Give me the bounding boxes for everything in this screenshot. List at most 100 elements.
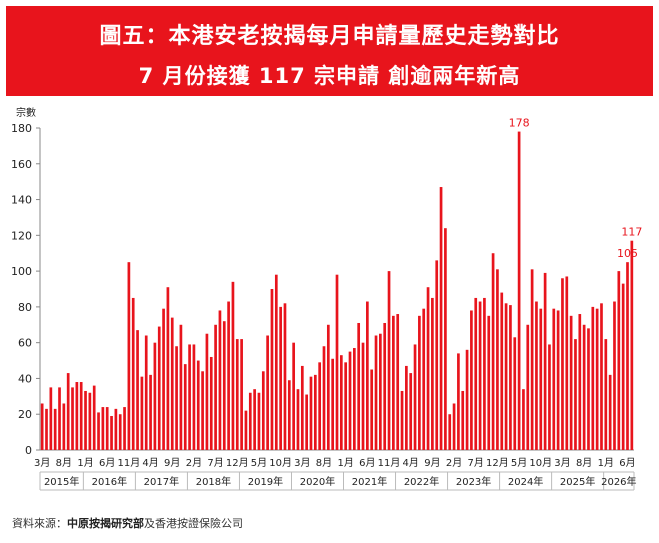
- bar: [565, 276, 569, 450]
- x-tick-label: 3月: [554, 457, 570, 469]
- bar: [188, 344, 191, 450]
- bar: [279, 306, 282, 450]
- bar: [209, 356, 213, 450]
- bar: [62, 403, 66, 450]
- source-org: 中原按揭研究部: [67, 517, 144, 530]
- bar: [326, 324, 330, 450]
- x-tick-label: 10月: [269, 457, 292, 469]
- bar: [88, 392, 92, 450]
- bar: [587, 328, 590, 450]
- chart-title: 圖五：本港安老按揭每月申請量歷史走勢對比: [99, 24, 560, 49]
- year-label: 2024年: [508, 475, 543, 488]
- bar: [474, 297, 478, 450]
- bar: [357, 322, 361, 450]
- y-tick-label: 80: [18, 301, 32, 314]
- bar: [483, 297, 486, 450]
- bar: [110, 416, 113, 450]
- bar: [53, 408, 57, 450]
- x-tick-label: 10月: [529, 457, 552, 469]
- year-label: 2017年: [144, 475, 179, 488]
- x-tick-label: 1月: [77, 457, 93, 469]
- bar: [509, 305, 512, 450]
- bar: [348, 351, 352, 450]
- bar: [313, 374, 317, 450]
- x-tick-label: 8月: [576, 457, 592, 469]
- source-rest: 及香港按證保險公司: [144, 517, 243, 530]
- x-tick-label: 11月: [378, 457, 401, 469]
- bar: [366, 301, 369, 450]
- bar: [626, 262, 629, 450]
- bar: [374, 335, 378, 450]
- x-tick-label: 4月: [142, 457, 158, 469]
- source-label: 資料來源：: [12, 517, 67, 530]
- year-label: 2025年: [560, 475, 595, 488]
- bar: [71, 387, 74, 450]
- bar: [322, 346, 326, 450]
- year-label: 2019年: [248, 475, 283, 488]
- bar: [556, 310, 560, 450]
- year-label: 2020年: [300, 475, 335, 488]
- bar: [353, 348, 356, 450]
- bar: [123, 407, 126, 450]
- bar: [292, 342, 295, 450]
- bar: [413, 344, 417, 450]
- bar: [196, 360, 200, 450]
- bar: [114, 408, 118, 450]
- x-tick-label: 6月: [359, 457, 375, 469]
- bar: [548, 344, 551, 450]
- bar: [591, 306, 595, 450]
- bar: [45, 408, 48, 450]
- bar: [574, 339, 577, 450]
- y-tick-label: 60: [18, 337, 32, 350]
- bar: [201, 371, 204, 450]
- bar: [339, 355, 343, 450]
- x-tick-label: 2月: [446, 457, 462, 469]
- x-tick-label: 5月: [251, 457, 267, 469]
- bar: [205, 333, 209, 450]
- bar: [496, 269, 499, 450]
- bar: [379, 333, 382, 450]
- bar: [543, 272, 547, 450]
- bar: [118, 414, 122, 450]
- bar: [257, 392, 261, 450]
- year-label: 2026年: [601, 475, 636, 488]
- bar: [535, 301, 538, 450]
- bar: [149, 374, 152, 450]
- bar: [491, 253, 495, 450]
- bar: [465, 349, 469, 450]
- bar: [452, 403, 456, 450]
- bar: [608, 374, 612, 450]
- bar: [92, 385, 96, 450]
- bar: [175, 346, 178, 450]
- bar: [361, 342, 365, 450]
- bar: [392, 315, 395, 450]
- bar: [261, 371, 265, 450]
- bar: [157, 326, 161, 450]
- bar: [335, 274, 339, 450]
- x-tick-label: 7月: [207, 457, 223, 469]
- bar: [621, 283, 625, 450]
- bar: [192, 344, 196, 450]
- bar: [478, 301, 482, 450]
- chart-header: 圖五：本港安老按揭每月申請量歷史走勢對比 7 月份接獲 117 宗申請 創逾兩年…: [6, 6, 653, 96]
- bar: [530, 269, 534, 450]
- bar: [439, 187, 443, 450]
- x-tick-label: 1月: [598, 457, 614, 469]
- year-label: 2015年: [44, 475, 79, 488]
- year-label: 2022年: [404, 475, 439, 488]
- bar-chart: 宗數 0 20 40 60 80 100 120 140 160 180 178 105 117 3月 8月 1…: [11, 106, 642, 491]
- bar: [457, 353, 460, 450]
- x-tick-label: 6月: [99, 457, 115, 469]
- y-tick-label: 180: [11, 122, 32, 135]
- y-tick-label: 20: [18, 408, 32, 421]
- bar: [283, 303, 287, 450]
- bar: [266, 335, 269, 450]
- bar: [222, 321, 226, 450]
- y-tick-label: 0: [25, 444, 32, 457]
- bar: [218, 310, 222, 450]
- bar: [153, 342, 157, 450]
- bar: [461, 390, 465, 450]
- bar: [58, 387, 61, 450]
- year-label: 2016年: [92, 475, 127, 488]
- bar: [435, 260, 439, 450]
